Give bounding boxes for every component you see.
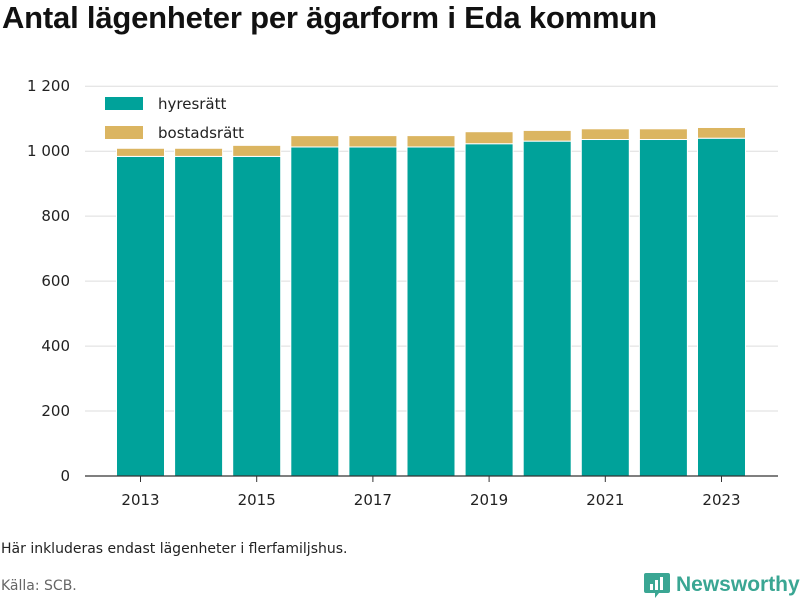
y-tick-label: 800 [41, 207, 70, 225]
y-tick-label: 0 [60, 467, 70, 485]
bar-bostadsratt-2021 [580, 128, 630, 141]
bar-hyresratt-2023 [697, 137, 746, 477]
bar-bostadsratt-2023 [697, 126, 746, 139]
x-tick-label: 2021 [586, 491, 624, 509]
y-tick-label: 1 200 [27, 77, 70, 95]
brand-name: Newsworthy [676, 573, 800, 596]
bar-bostadsratt-2022 [638, 128, 688, 141]
bar-hyresratt-2013 [116, 155, 165, 477]
bar-bostadsratt-2016 [290, 135, 340, 148]
legend-label-hyresratt: hyresrätt [158, 95, 227, 113]
bar-hyresratt-2021 [580, 139, 630, 477]
axes: 0 200 400 600 800 1 000 1 200 2013 2015 2017 2019 2… [27, 77, 778, 509]
bar-bostadsratt-2014 [174, 147, 224, 157]
x-tick-label: 2015 [238, 491, 276, 509]
footnote: Här inkluderas endast lägenheter i flerf… [1, 541, 348, 557]
source-text: Källa: SCB. [1, 578, 77, 594]
bar-hyresratt-2018 [406, 146, 456, 477]
bar-bostadsratt-2013 [116, 147, 165, 157]
bars [116, 126, 746, 477]
bar-hyresratt-2019 [464, 143, 514, 477]
bar-bostadsratt-2017 [348, 135, 398, 148]
bar-hyresratt-2016 [290, 146, 340, 477]
legend: hyresrätt bostadsrätt [105, 95, 244, 142]
bar-bostadsratt-2015 [232, 144, 282, 157]
legend-swatch-hyresratt [105, 97, 143, 110]
y-tick-label: 600 [41, 272, 70, 290]
x-tick-label: 2017 [354, 491, 392, 509]
bar-bostadsratt-2019 [464, 131, 514, 145]
bar-hyresratt-2015 [232, 155, 282, 477]
x-tick-label: 2019 [470, 491, 508, 509]
bar-chart: 0 200 400 600 800 1 000 1 200 2013 2015 2017 2019 2… [27, 77, 778, 509]
bar-hyresratt-2014 [174, 155, 224, 477]
chart-title: Antal lägenheter per ägarform i Eda komm… [2, 0, 657, 35]
y-tick-label: 200 [41, 402, 70, 420]
bar-hyresratt-2017 [348, 146, 398, 477]
x-tick-label: 2013 [121, 491, 159, 509]
bar-hyresratt-2022 [638, 139, 688, 477]
newsworthy-logo-icon [644, 573, 670, 598]
bar-bostadsratt-2018 [406, 135, 456, 148]
x-tick-label: 2023 [702, 491, 740, 509]
legend-swatch-bostadsratt [105, 126, 143, 139]
legend-label-bostadsratt: bostadsrätt [158, 124, 244, 142]
y-tick-label: 1 000 [27, 142, 70, 160]
bar-hyresratt-2020 [522, 140, 572, 477]
y-tick-label: 400 [41, 337, 70, 355]
brand-logo: Newsworthy [644, 570, 800, 600]
bar-bostadsratt-2020 [522, 129, 572, 142]
